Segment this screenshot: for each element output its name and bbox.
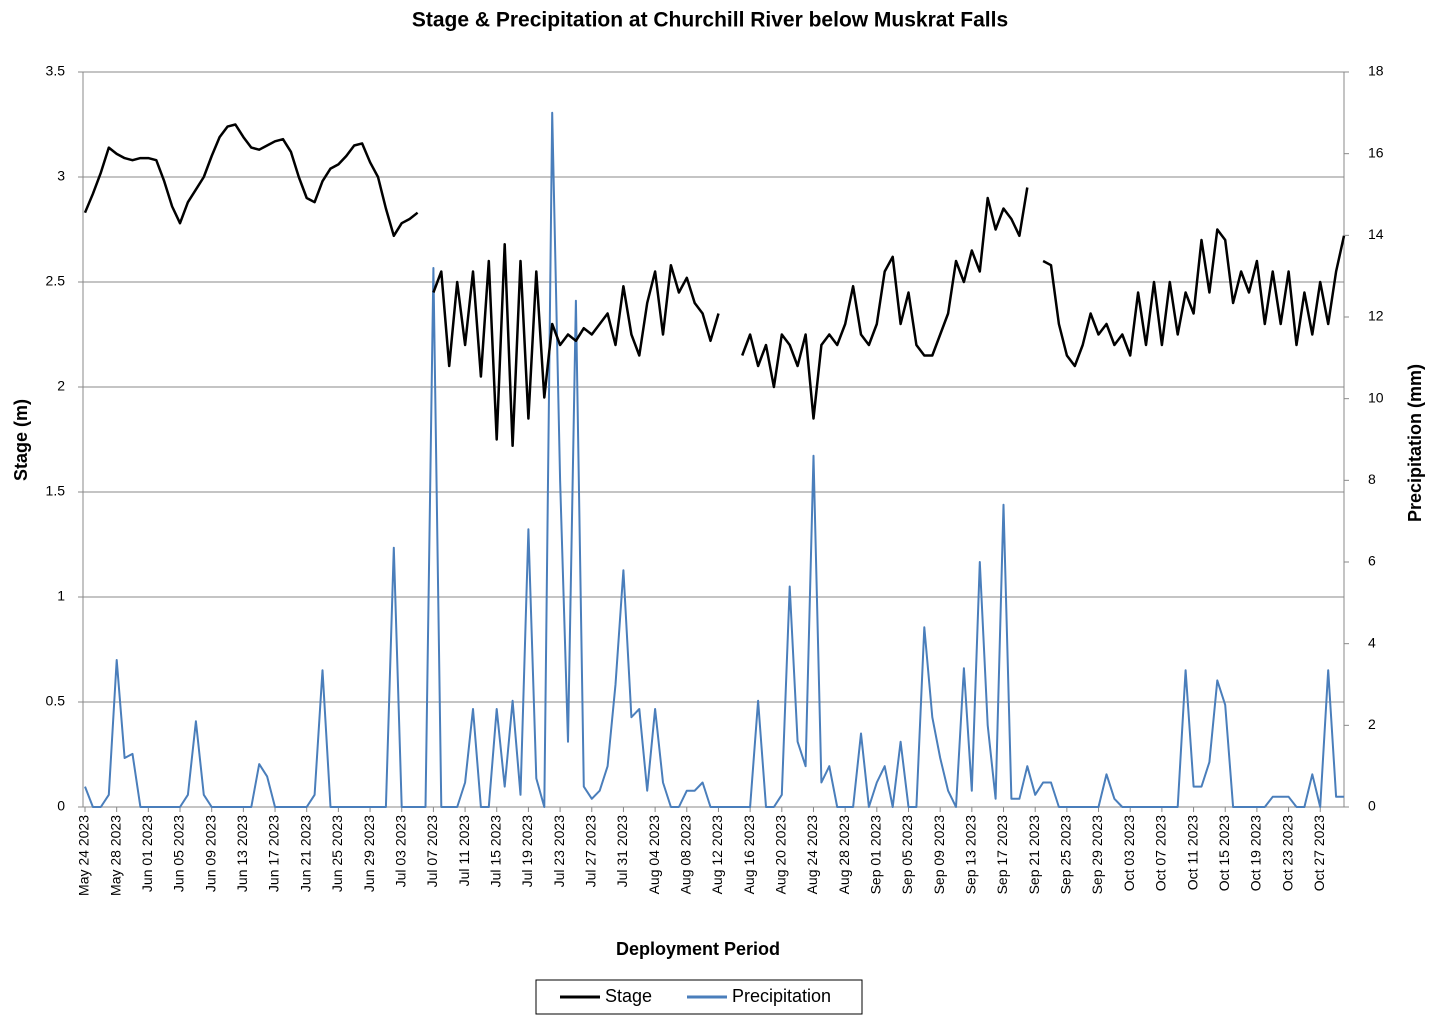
y2-tick-label: 16 (1368, 144, 1384, 160)
y-tick-label: 1.5 (46, 483, 66, 499)
x-tick-label: Sep 09 2023 (931, 815, 947, 895)
x-tick-label: Oct 07 2023 (1153, 815, 1169, 891)
x-tick-label: Jun 09 2023 (202, 815, 218, 892)
x-tick-label: Jun 21 2023 (297, 815, 313, 892)
x-tick-label: Aug 08 2023 (677, 815, 693, 895)
x-tick-label: Sep 21 2023 (1026, 815, 1042, 895)
y2-tick-label: 8 (1368, 471, 1376, 487)
x-tick-label: Sep 25 2023 (1058, 815, 1074, 895)
y2-tick-label: 0 (1368, 798, 1376, 814)
x-tick-label: Sep 29 2023 (1089, 815, 1105, 895)
y2-tick-label: 14 (1368, 226, 1384, 242)
x-tick-label: Jul 07 2023 (424, 815, 440, 888)
x-tick-label: Jun 25 2023 (329, 815, 345, 892)
x-tick-label: Aug 04 2023 (646, 815, 662, 895)
x-tick-label: Jun 29 2023 (361, 815, 377, 892)
x-tick-label: May 24 2023 (76, 815, 92, 896)
y2-tick-label: 6 (1368, 553, 1376, 569)
x-tick-label: Aug 12 2023 (709, 815, 725, 895)
x-tick-label: Oct 03 2023 (1121, 815, 1137, 891)
x-tick-label: Jun 01 2023 (139, 815, 155, 892)
chart-title: Stage & Precipitation at Churchill River… (412, 9, 1008, 32)
x-tick-label: Jun 13 2023 (234, 815, 250, 892)
y-axis-title: Stage (m) (11, 399, 31, 481)
x-tick-label: Oct 11 2023 (1184, 815, 1200, 890)
series-line (83, 123, 1346, 448)
x-tick-label: May 28 2023 (107, 815, 123, 896)
x-tick-label: Jul 15 2023 (487, 815, 503, 888)
y2-tick-label: 2 (1368, 716, 1376, 732)
legend-label: Stage (605, 986, 652, 1006)
x-tick-label: Jul 23 2023 (551, 815, 567, 888)
y2-tick-label: 12 (1368, 308, 1384, 324)
x-tick-label: Jul 11 2023 (456, 815, 472, 887)
series-line (84, 111, 1344, 808)
x-tick-label: Oct 27 2023 (1311, 815, 1327, 891)
y2-tick-label: 18 (1368, 63, 1384, 79)
x-tick-label: Aug 20 2023 (773, 815, 789, 895)
y-tick-label: 2 (57, 378, 65, 394)
y-tick-label: 0 (57, 798, 65, 814)
y-tick-label: 3 (57, 168, 65, 184)
x-tick-label: Sep 13 2023 (963, 815, 979, 895)
x-tick-label: Jul 19 2023 (519, 815, 535, 888)
y2-tick-label: 10 (1368, 389, 1384, 405)
x-tick-label: Jul 31 2023 (614, 815, 630, 888)
x-tick-label: Sep 17 2023 (994, 815, 1010, 895)
x-tick-label: Aug 16 2023 (741, 815, 757, 895)
y2-axis-title: Precipitation (mm) (1405, 364, 1425, 522)
y-tick-label: 2.5 (46, 273, 66, 289)
x-tick-label: Sep 05 2023 (899, 815, 915, 895)
x-axis-title: Deployment Period (616, 939, 780, 959)
x-tick-label: Jun 05 2023 (171, 815, 187, 892)
x-tick-label: Oct 23 2023 (1279, 815, 1295, 891)
y2-tick-label: 4 (1368, 634, 1376, 650)
y-tick-label: 1 (57, 588, 65, 604)
y-tick-label: 3.5 (46, 63, 66, 79)
x-tick-label: Aug 24 2023 (804, 815, 820, 895)
x-tick-label: Oct 19 2023 (1248, 815, 1264, 891)
x-tick-label: Aug 28 2023 (836, 815, 852, 895)
x-tick-label: Jun 17 2023 (266, 815, 282, 892)
x-tick-label: Jul 27 2023 (582, 815, 598, 888)
x-tick-label: Jul 03 2023 (392, 815, 408, 888)
y-tick-label: 0.5 (46, 693, 66, 709)
x-tick-label: Sep 01 2023 (868, 815, 884, 895)
legend-label: Precipitation (732, 986, 831, 1006)
x-tick-label: Oct 15 2023 (1216, 815, 1232, 891)
